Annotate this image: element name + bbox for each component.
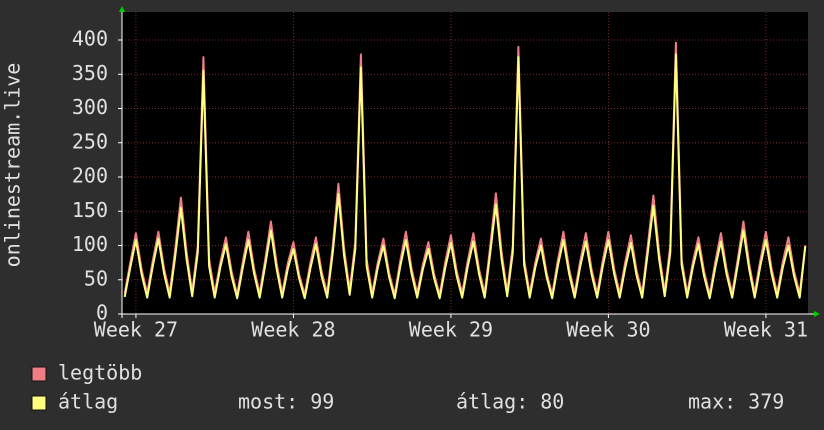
y-tick-label: 150 xyxy=(72,198,108,222)
y-tick-label: 250 xyxy=(72,129,108,153)
stat-label: max: xyxy=(688,390,736,414)
stat-value: 80 xyxy=(540,390,564,414)
stat-label: most: xyxy=(238,390,298,414)
x-tick-label: Week 28 xyxy=(251,318,335,342)
series-line xyxy=(123,53,807,300)
y-tick-label: 0 xyxy=(96,301,108,325)
y-tick-label: 300 xyxy=(72,95,108,119)
x-tick-label: Week 27 xyxy=(94,318,178,342)
y-axis-label: onlinestream.live xyxy=(1,63,25,268)
x-arrow xyxy=(814,311,820,317)
y-tick-label: 400 xyxy=(72,27,108,51)
y-tick-label: 200 xyxy=(72,164,108,188)
x-tick-label: Week 29 xyxy=(409,318,493,342)
legend-label: legtöbb xyxy=(58,361,142,385)
legend-swatch xyxy=(31,366,47,382)
y-tick-label: 50 xyxy=(84,266,108,290)
x-tick-label: Week 30 xyxy=(566,318,650,342)
y-tick-label: 100 xyxy=(72,232,108,256)
y-arrow xyxy=(119,6,125,12)
stat-value: 99 xyxy=(310,390,334,414)
legend-swatch xyxy=(31,395,47,411)
y-tick-label: 350 xyxy=(72,61,108,85)
x-tick-label: Week 31 xyxy=(724,318,808,342)
stat-label: átlag: xyxy=(456,390,528,414)
stat-value: 379 xyxy=(748,390,784,414)
plot-area xyxy=(122,12,808,314)
legend-label: átlag xyxy=(58,390,118,414)
